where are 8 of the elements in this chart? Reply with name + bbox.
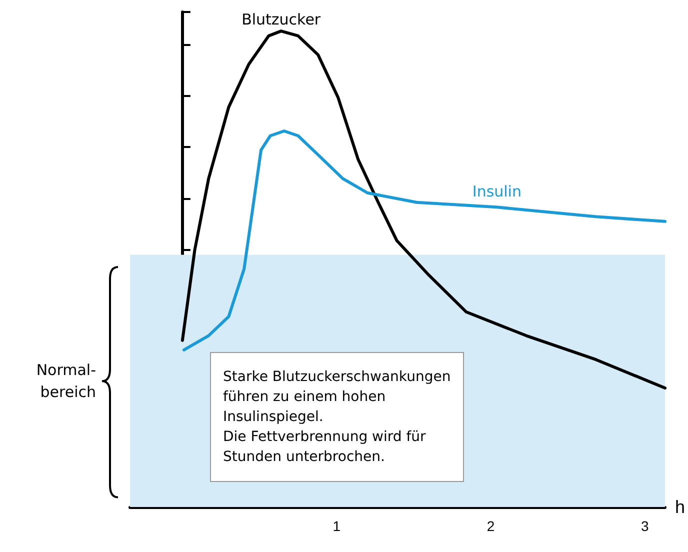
x-tick-label: 2 bbox=[486, 518, 495, 534]
series-label: Insulin bbox=[472, 182, 522, 201]
x-axis-title: h bbox=[674, 497, 686, 517]
series-label: Blutzucker bbox=[242, 10, 322, 29]
x-tick-label: 3 bbox=[641, 518, 650, 534]
x-tick-label: 1 bbox=[332, 518, 341, 534]
band-label: Normal- bereich bbox=[36, 360, 96, 401]
note-box: Starke Blutzuckerschwankungen führen zu einem hohen Insulinspiegel. Die Fettverbrennung wird für Stunden unterbrochen. bbox=[210, 352, 464, 482]
